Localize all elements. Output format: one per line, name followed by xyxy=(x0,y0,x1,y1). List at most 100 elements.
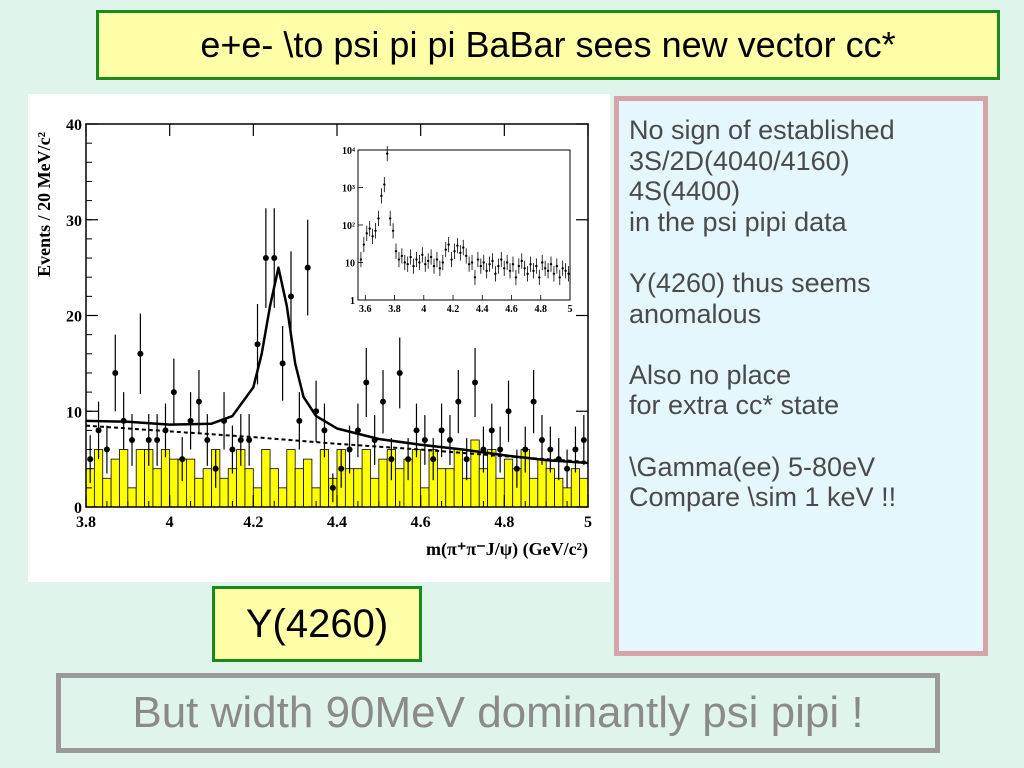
inset-data-point xyxy=(517,264,521,268)
inset-data-point xyxy=(482,261,485,264)
histogram-bar xyxy=(110,458,120,508)
x-tick-label: 4.4 xyxy=(327,514,347,531)
histogram-bar xyxy=(169,458,179,508)
data-point xyxy=(296,417,303,424)
inset-data-point xyxy=(409,255,412,259)
note-line: Y(4260) thus seems xyxy=(629,267,871,298)
data-point xyxy=(354,427,361,434)
note-line xyxy=(629,329,973,360)
slide-title: e+e- \to psi pi pi BaBar sees new vector… xyxy=(96,10,1000,80)
inset-y-tick-label: 10³ xyxy=(342,184,355,195)
histogram-bar xyxy=(462,477,472,508)
histogram-bar xyxy=(370,477,380,508)
note-line: in the psi pipi data xyxy=(629,206,847,237)
histogram-bar xyxy=(361,449,371,508)
histogram-bar xyxy=(303,458,313,508)
data-point xyxy=(396,369,403,376)
note-line: 3S/2D(4040/4160) xyxy=(629,145,850,176)
data-point xyxy=(455,398,462,405)
inset-data-point xyxy=(429,255,433,259)
histogram-bar xyxy=(160,449,171,508)
data-point xyxy=(112,369,119,376)
inset-data-point xyxy=(538,276,541,279)
data-point xyxy=(346,446,353,453)
histogram-bar xyxy=(570,468,581,508)
inset-data-point xyxy=(523,267,526,270)
inset-data-point xyxy=(380,194,383,198)
histogram-bar xyxy=(294,468,304,508)
inset-data-point xyxy=(520,259,523,263)
note-line: for extra cc* state xyxy=(629,390,840,421)
inset-data-point xyxy=(476,258,480,261)
inset-data-point xyxy=(371,235,374,238)
inset-data-point xyxy=(529,263,532,266)
x-axis-label: m(π⁺π⁻J/ψ) (GeV/c²) xyxy=(426,539,588,560)
histogram-bar xyxy=(495,477,505,508)
inset-data-point xyxy=(391,229,395,233)
y-tick-label: 0 xyxy=(74,500,82,517)
inset-data-point xyxy=(365,232,368,235)
data-point xyxy=(212,465,219,472)
inset-x-tick-label: 4 xyxy=(421,304,426,315)
inset-data-point xyxy=(500,258,503,261)
data-point xyxy=(480,446,487,453)
inset-data-point xyxy=(362,243,366,246)
inset-data-point xyxy=(450,258,453,261)
data-point xyxy=(463,456,470,463)
inset-data-point xyxy=(368,227,371,230)
notes-panel: No sign of established 3S/2D(4040/4160) 4S… xyxy=(614,96,988,656)
histogram-bar xyxy=(554,477,564,508)
x-tick-label: 4.2 xyxy=(243,514,263,531)
inset-data-point xyxy=(508,269,512,273)
inset-data-point xyxy=(400,254,404,258)
data-point xyxy=(421,436,428,443)
inset-data-point xyxy=(406,263,409,266)
inset-data-point xyxy=(552,272,556,275)
data-point xyxy=(137,350,144,357)
inset-x-tick-label: 5 xyxy=(568,304,573,315)
inset-data-point xyxy=(546,269,550,273)
inset-data-point xyxy=(456,244,459,247)
y-tick-label: 20 xyxy=(66,309,82,326)
data-point xyxy=(564,465,571,472)
inset-data-point xyxy=(514,276,518,279)
x-tick-label: 5 xyxy=(584,514,592,531)
data-point xyxy=(513,465,520,472)
data-point xyxy=(505,408,512,415)
x-tick-label: 4.6 xyxy=(411,514,431,531)
inset-y-tick-label: 1 xyxy=(350,296,355,307)
inset-y-tick-label: 10⁴ xyxy=(342,146,355,157)
resonance-label: Y(4260) xyxy=(212,586,422,662)
note-line: Also no place xyxy=(629,359,792,390)
histogram-bar xyxy=(453,449,463,508)
inset-data-point xyxy=(444,248,447,251)
inset-data-point xyxy=(377,217,380,220)
data-point xyxy=(405,456,412,463)
inset-data-point xyxy=(549,263,553,266)
histogram-bar xyxy=(185,458,196,508)
data-point xyxy=(538,436,545,443)
inset-data-point xyxy=(432,264,436,268)
inset-x-tick-label: 4.8 xyxy=(535,304,548,315)
inset-data-point xyxy=(462,246,465,249)
inset-data-point xyxy=(555,264,559,268)
inset-data-point xyxy=(418,261,421,264)
inset-data-point xyxy=(541,261,544,264)
data-point xyxy=(95,427,102,434)
data-point xyxy=(329,484,336,491)
histogram-bar xyxy=(278,487,288,508)
histogram-bar xyxy=(219,477,229,508)
note-line: 4S(4400) xyxy=(629,176,741,207)
inset-data-point xyxy=(505,261,509,264)
data-point xyxy=(380,398,387,405)
data-point xyxy=(371,436,378,443)
data-point xyxy=(363,379,370,386)
histogram-bar xyxy=(411,449,422,508)
inset-data-point xyxy=(447,243,450,246)
histogram-bar xyxy=(252,487,263,508)
note-line xyxy=(629,237,973,268)
x-tick-label: 4.8 xyxy=(494,514,514,531)
inset-data-point xyxy=(503,267,506,270)
note-line: Compare \sim 1 keV !! xyxy=(629,482,897,513)
inset-data-point xyxy=(394,250,398,253)
